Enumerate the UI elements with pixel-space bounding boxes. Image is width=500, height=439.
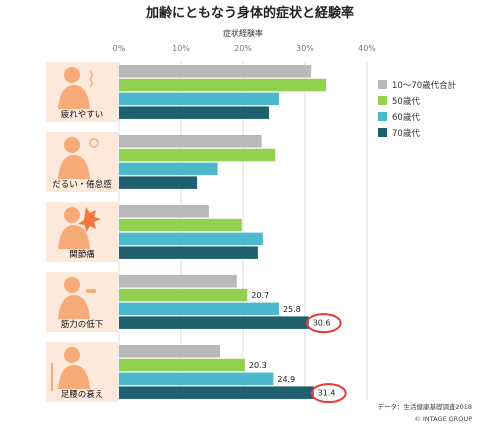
category-panel: 疲れやすい bbox=[46, 62, 118, 122]
category-label: だるい・倦怠感 bbox=[52, 179, 112, 190]
bars bbox=[119, 65, 327, 399]
legend-swatch bbox=[378, 80, 387, 89]
bar bbox=[119, 92, 279, 106]
data-label: 20.3 bbox=[249, 361, 267, 370]
figure-body bbox=[58, 85, 90, 109]
x-tick-label: 30% bbox=[296, 44, 314, 53]
bar bbox=[119, 205, 209, 218]
category-panel: だるい・倦怠感 bbox=[46, 132, 118, 192]
figure-head bbox=[64, 137, 80, 153]
legend-label: 50歳代 bbox=[392, 96, 420, 107]
bar bbox=[119, 372, 274, 386]
bar bbox=[119, 135, 262, 148]
data-label: 25.8 bbox=[283, 305, 301, 314]
bar bbox=[119, 358, 245, 372]
bar bbox=[119, 288, 248, 302]
legend-swatch bbox=[378, 112, 387, 121]
bar bbox=[119, 176, 198, 189]
data-label: 20.7 bbox=[251, 291, 269, 300]
legend-swatch bbox=[378, 96, 387, 105]
legend-label: 60歳代 bbox=[392, 112, 420, 123]
legend-swatch bbox=[378, 128, 387, 137]
bar bbox=[119, 345, 221, 358]
figure-weight bbox=[86, 289, 96, 293]
legend: 10〜70歳代合計 50歳代 60歳代 70歳代 bbox=[378, 80, 457, 139]
bar bbox=[119, 78, 327, 92]
figure-body bbox=[58, 155, 90, 179]
bar bbox=[119, 106, 270, 119]
figure-fatigue-mark bbox=[89, 70, 93, 88]
bar bbox=[119, 386, 314, 399]
figure-head bbox=[64, 207, 80, 223]
figure-body bbox=[58, 225, 90, 249]
category-label: 足腰の衰え bbox=[61, 389, 104, 400]
x-axis-ticks: 0% 10% 20% 30% 40% bbox=[113, 44, 377, 53]
x-tick-label: 40% bbox=[358, 44, 376, 53]
data-label: 30.6 bbox=[313, 319, 331, 328]
bar bbox=[119, 316, 309, 329]
data-label: 24.9 bbox=[277, 375, 295, 384]
source-note: データ：生活健康基礎調査2018 bbox=[377, 402, 472, 411]
data-label: 31.4 bbox=[318, 389, 336, 398]
bar bbox=[119, 162, 218, 176]
figure-sigh bbox=[89, 138, 99, 148]
figure-body bbox=[58, 295, 90, 319]
x-tick-label: 0% bbox=[113, 44, 126, 53]
category-label: 筋力の低下 bbox=[61, 319, 104, 330]
bar bbox=[119, 302, 279, 316]
category-panel: 筋力の低下 bbox=[46, 272, 118, 332]
figure-body bbox=[58, 365, 90, 389]
legend-label: 10〜70歳代合計 bbox=[392, 80, 457, 91]
category-panel: 関節痛 bbox=[46, 202, 118, 262]
category-panel: 足腰の衰え bbox=[46, 342, 118, 402]
bar bbox=[119, 275, 237, 288]
bar bbox=[119, 232, 263, 246]
figure-head bbox=[64, 347, 80, 363]
category-label: 疲れやすい bbox=[61, 109, 104, 120]
x-tick-label: 10% bbox=[172, 44, 190, 53]
bar bbox=[119, 246, 258, 259]
x-axis-title: 症状経験率 bbox=[223, 28, 263, 38]
bar bbox=[119, 148, 276, 162]
data-labels: 20.7 25.8 30.6 20.3 24.9 31.4 bbox=[249, 291, 347, 404]
bar bbox=[119, 65, 312, 78]
bar bbox=[119, 218, 242, 232]
figure-head bbox=[64, 67, 80, 83]
legend-label: 70歳代 bbox=[392, 128, 420, 139]
figure-head bbox=[64, 277, 80, 293]
pain-burst bbox=[78, 207, 101, 232]
highlight-circle bbox=[305, 313, 342, 334]
highlight-circle bbox=[310, 383, 347, 404]
chart-title: 加齢にともなう身体的症状と経験率 bbox=[145, 5, 354, 21]
category-label: 関節痛 bbox=[69, 249, 95, 260]
copyright-note: © INTAGE GROUP bbox=[414, 415, 472, 423]
x-tick-label: 20% bbox=[234, 44, 252, 53]
